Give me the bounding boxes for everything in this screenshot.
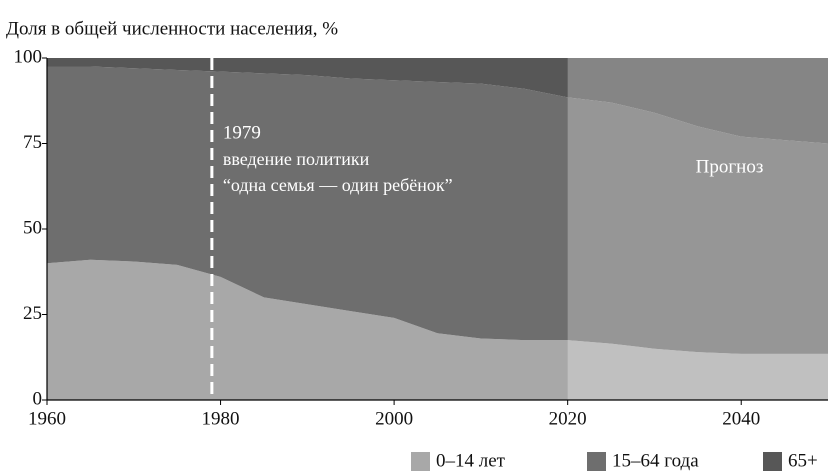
area	[47, 259, 828, 400]
y-tick-label: 25	[23, 303, 42, 324]
legend-label: 65+	[788, 450, 818, 471]
annotation-text: “одна семья — один ребёнок”	[223, 175, 453, 195]
x-tick-label: 2040	[722, 408, 760, 429]
area	[47, 66, 828, 354]
x-tick-label: 1960	[28, 408, 66, 429]
annotation-year: 1979	[223, 122, 261, 143]
legend-swatch	[587, 452, 606, 471]
y-tick-label: 100	[14, 46, 43, 67]
x-tick-label: 2020	[549, 408, 587, 429]
legend-label: 0–14 лет	[436, 450, 506, 471]
chart-title: Доля в общей численности населения, %	[6, 18, 338, 39]
legend-swatch	[763, 452, 782, 471]
y-tick-label: 0	[33, 388, 43, 409]
y-tick-label: 75	[23, 132, 42, 153]
x-tick-label: 1980	[202, 408, 240, 429]
x-tick-label: 2000	[375, 408, 413, 429]
annotation-text: введение политики	[223, 149, 370, 169]
area	[47, 58, 828, 144]
legend-swatch	[411, 452, 430, 471]
legend-label: 15–64 года	[612, 450, 699, 471]
y-tick-label: 50	[23, 217, 42, 238]
forecast-region	[567, 58, 828, 400]
forecast-label: Прогноз	[696, 156, 764, 177]
